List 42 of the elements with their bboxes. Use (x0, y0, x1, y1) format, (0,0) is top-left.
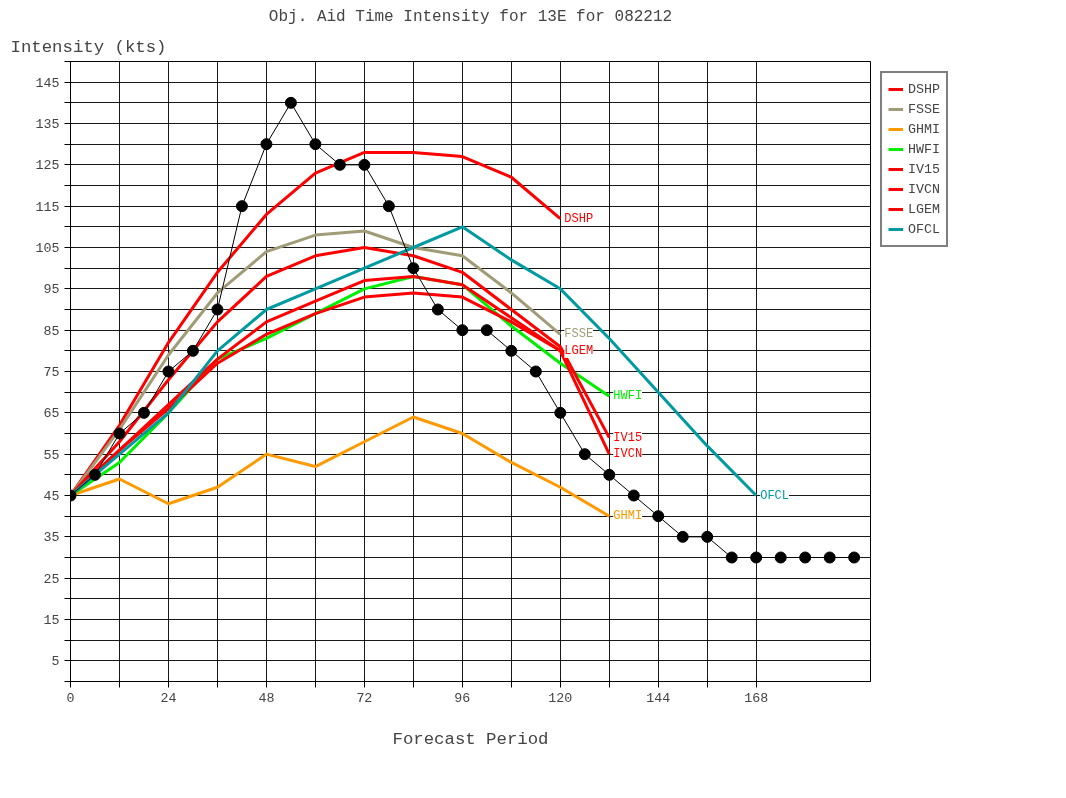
legend-label: FSSE (908, 101, 940, 117)
text: DSHP (564, 211, 594, 226)
y-tick-label: 135 (35, 117, 60, 132)
y-tick-label: 85 (43, 323, 60, 339)
y-tick-label: 65 (43, 406, 60, 422)
x-tick-label: 72 (356, 690, 373, 706)
y-tick-label: 145 (35, 75, 60, 91)
y-axis-title: Intensity (kts) (10, 37, 167, 57)
y-tick-label: 95 (43, 282, 60, 298)
x-tick-label: 24 (160, 690, 177, 706)
legend-label: IVCN (908, 181, 940, 197)
text: GHMI (613, 509, 643, 524)
x-axis-title: Forecast Period (392, 729, 549, 749)
y-tick-label: 105 (35, 241, 60, 256)
legend-label: GHMI (908, 121, 940, 137)
x-tick-label: 120 (548, 690, 573, 706)
text: IV15 (613, 430, 643, 445)
y-tick-label: 55 (43, 447, 60, 463)
x-tick-label: 96 (454, 690, 471, 706)
x-tick-label: 144 (646, 690, 671, 706)
x-tick-label: 168 (744, 690, 769, 706)
legend-label: IV15 (908, 161, 940, 177)
y-tick-label: 25 (43, 571, 60, 587)
y-tick-label: 35 (43, 530, 60, 546)
legend-label: DSHP (908, 81, 940, 97)
text: IVCN (613, 447, 643, 462)
text: HWFI (613, 389, 643, 404)
text: LGEM (564, 343, 594, 358)
legend-label: LGEM (908, 201, 940, 217)
legend-label: OFCL (908, 221, 940, 237)
y-tick-label: 45 (43, 489, 60, 504)
y-tick-label: 15 (43, 613, 60, 628)
x-tick-label: 0 (66, 690, 75, 706)
text: FSSE (564, 327, 594, 342)
chart-title: Obj. Aid Time Intensity for 13E for 082212 (268, 7, 673, 26)
y-tick-label: 125 (35, 158, 60, 174)
y-tick-label: 5 (51, 654, 60, 670)
y-tick-label: 115 (35, 199, 60, 215)
text: OFCL (760, 488, 790, 503)
legend-label: HWFI (908, 141, 940, 157)
x-tick-label: 48 (258, 690, 275, 706)
y-tick-label: 75 (43, 365, 60, 380)
